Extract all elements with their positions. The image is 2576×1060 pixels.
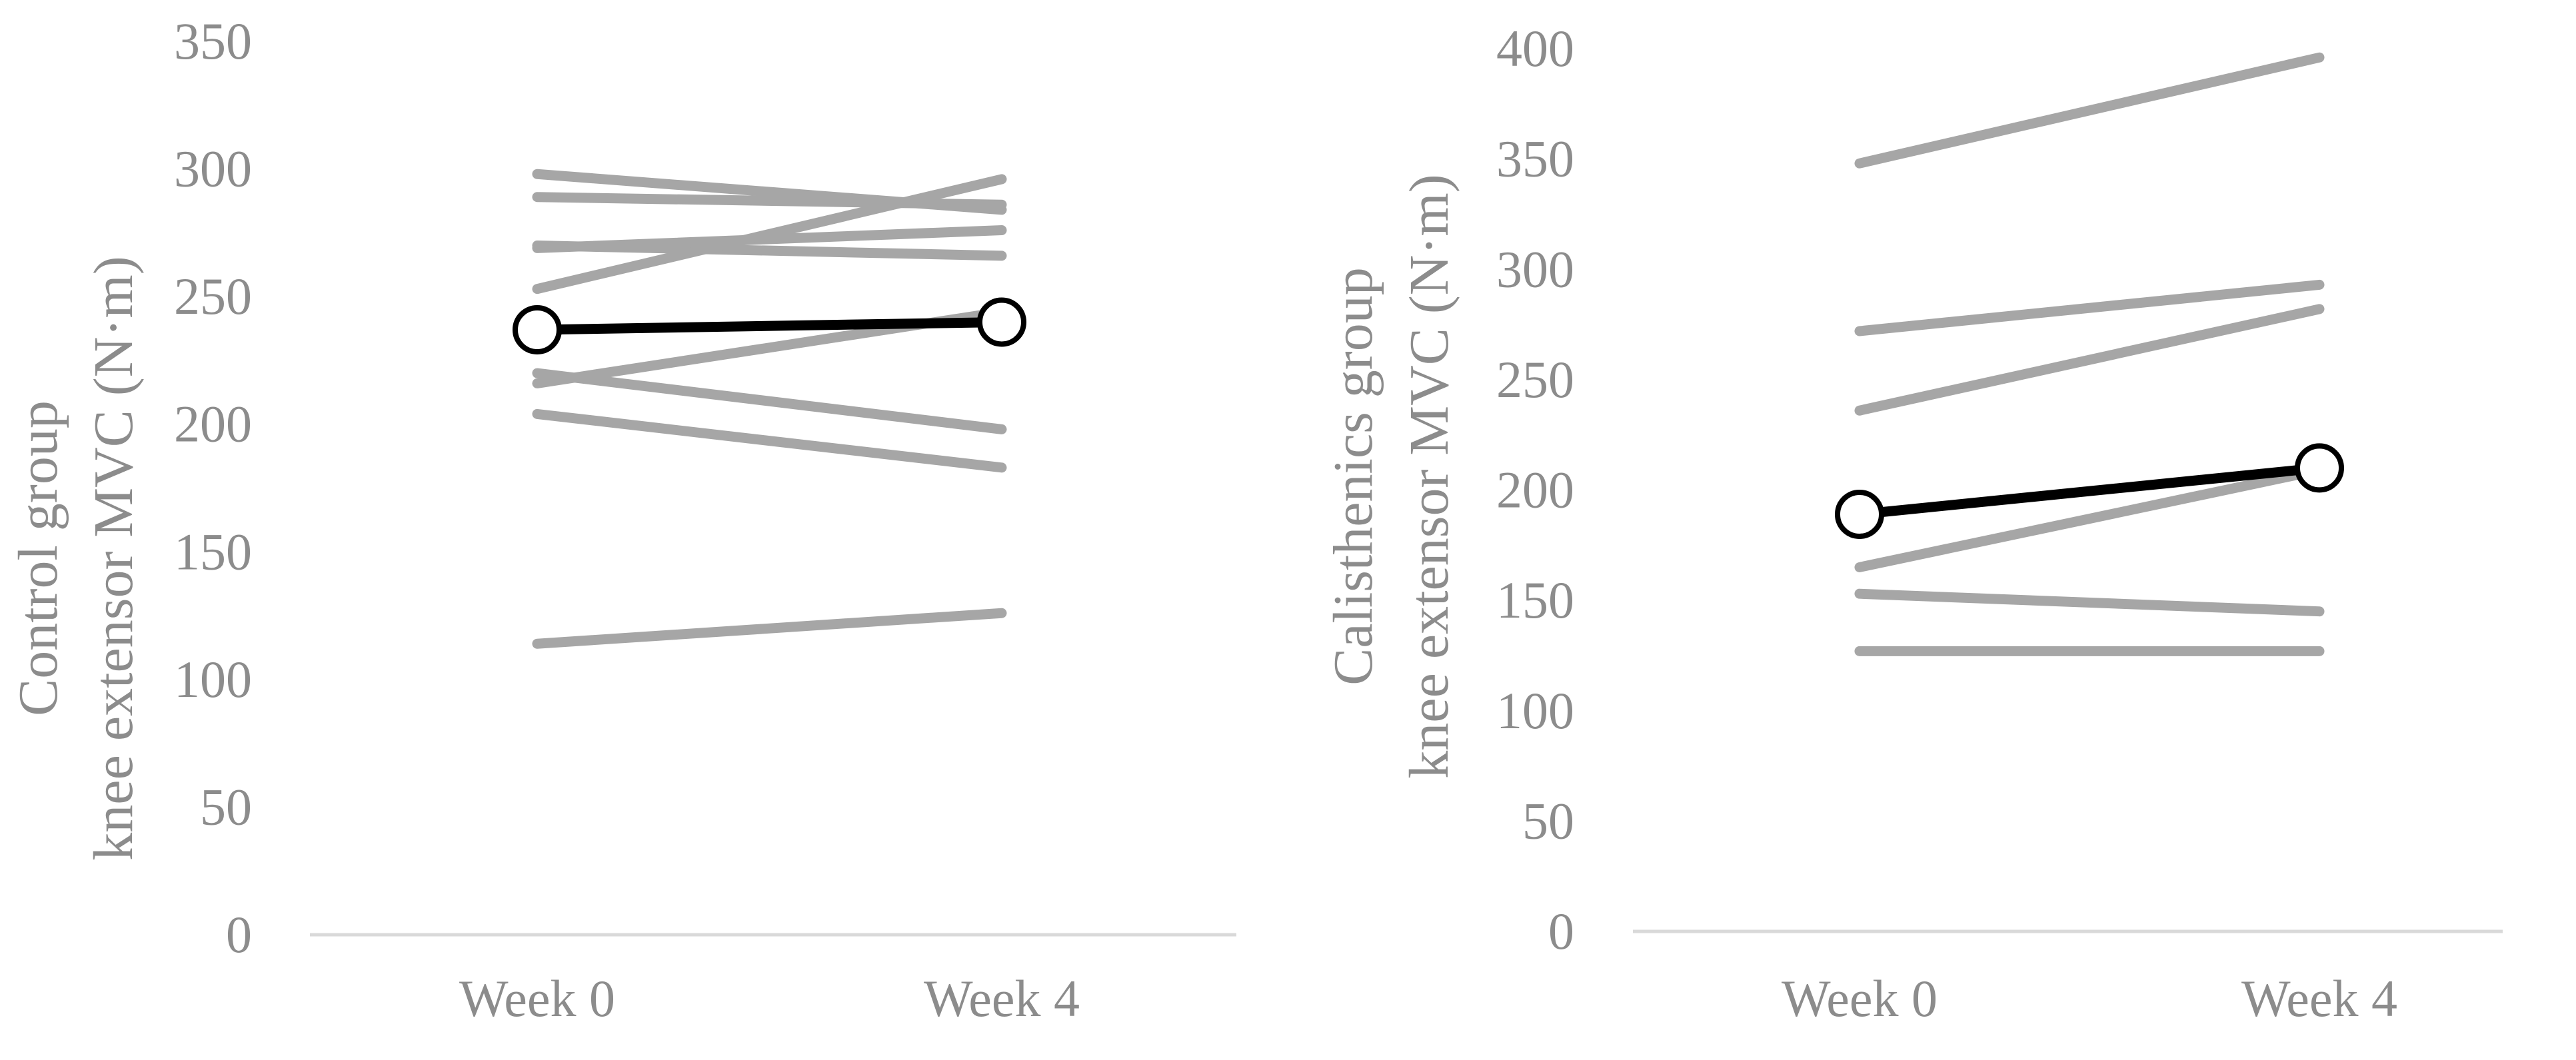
y-tick-label: 100 — [174, 650, 252, 708]
y-axis-title-line2: knee extensor MVC (N·m) — [83, 256, 145, 860]
y-tick-label: 300 — [1496, 240, 1574, 298]
y-tick-label: 150 — [1496, 571, 1574, 629]
mean-series-line — [532, 316, 1007, 335]
y-tick-label: 0 — [226, 905, 252, 963]
calisthenics-group-panel: 0 50 100 150 200 250 300 350 400 Week 0 Week 4 Cali… — [1322, 19, 2503, 1027]
individual-series-line — [532, 608, 1007, 649]
y-tick-label: 300 — [174, 140, 252, 198]
mean-point-marker — [2295, 443, 2344, 493]
mean-point-marker — [1835, 489, 1884, 539]
individual-series-line — [532, 174, 1007, 294]
y-tick-label: 400 — [1496, 19, 1574, 77]
individual-series-line — [532, 368, 1007, 434]
individual-series-line — [532, 408, 1007, 473]
y-axis-title-line1: Calisthenics group — [1322, 267, 1384, 686]
y-tick-label: 150 — [174, 522, 252, 580]
y-tick-label: 100 — [1496, 682, 1574, 740]
y-tick-label: 200 — [1496, 461, 1574, 519]
x-category-label: Week 0 — [1782, 969, 1937, 1027]
x-category-label: Week 0 — [459, 969, 615, 1027]
y-tick-label: 350 — [174, 12, 252, 70]
individual-series-line — [1854, 279, 2325, 336]
y-axis-title-line2: knee extensor MVC (N·m) — [1398, 174, 1460, 778]
y-axis-title-line1: Control group — [7, 400, 69, 716]
individual-series-line — [1854, 52, 2325, 169]
y-tick-label: 350 — [1496, 130, 1574, 188]
y-tick-label: 50 — [200, 778, 252, 835]
y-tick-label: 0 — [1548, 902, 1574, 960]
individual-series-line — [1854, 304, 2325, 416]
individual-series-line — [1854, 465, 2325, 572]
mean-point-marker — [513, 304, 562, 354]
individual-series-line — [532, 192, 1007, 210]
y-tick-label: 250 — [1496, 350, 1574, 408]
y-tick-label: 200 — [174, 395, 252, 453]
x-category-label: Week 4 — [924, 969, 1080, 1027]
mean-series-line — [1854, 462, 2325, 520]
x-category-label: Week 4 — [2241, 969, 2397, 1027]
mean-point-marker — [977, 297, 1026, 347]
control-group-panel: 0 50 100 150 200 250 300 350 Week 0 Week 4 Control… — [7, 12, 1236, 1027]
individual-series-line — [1854, 588, 2325, 617]
y-tick-label: 250 — [174, 267, 252, 325]
y-tick-label: 50 — [1522, 792, 1574, 849]
